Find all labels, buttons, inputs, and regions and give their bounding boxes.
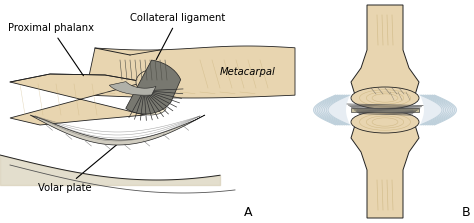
Ellipse shape — [136, 69, 174, 95]
Polygon shape — [351, 108, 419, 112]
Ellipse shape — [351, 111, 419, 133]
Polygon shape — [126, 60, 181, 114]
Polygon shape — [313, 95, 350, 125]
Polygon shape — [351, 125, 419, 218]
Polygon shape — [85, 46, 295, 98]
Text: Proximal phalanx: Proximal phalanx — [8, 23, 94, 76]
Text: A: A — [244, 206, 252, 219]
Text: B: B — [462, 206, 470, 219]
Polygon shape — [109, 82, 156, 95]
Polygon shape — [420, 95, 457, 125]
Polygon shape — [30, 115, 205, 145]
Text: Metacarpal: Metacarpal — [220, 67, 276, 77]
Polygon shape — [10, 74, 145, 125]
Polygon shape — [351, 5, 419, 95]
Text: Volar plate: Volar plate — [38, 144, 118, 193]
Text: Collateral ligament: Collateral ligament — [130, 13, 226, 60]
Ellipse shape — [351, 87, 419, 109]
Ellipse shape — [134, 101, 166, 115]
